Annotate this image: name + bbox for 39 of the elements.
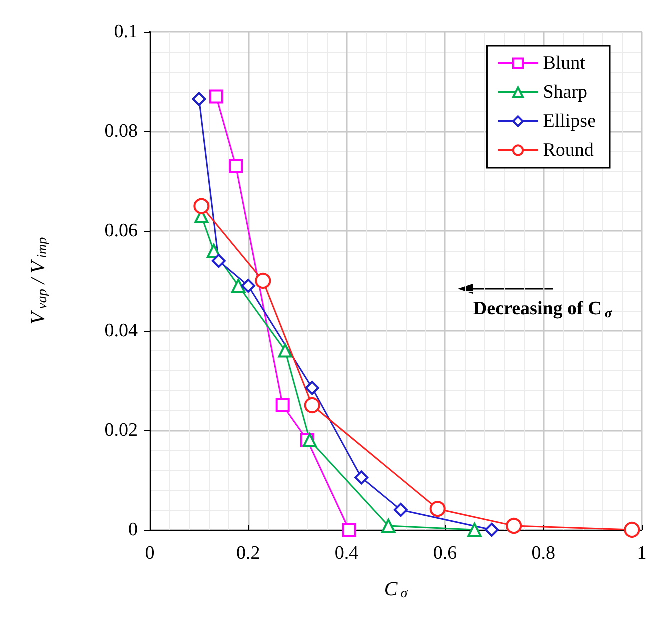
- y-tick-label: 0: [128, 520, 138, 540]
- point: [194, 198, 210, 214]
- point: [302, 433, 317, 448]
- y-tick-label: 0.06: [104, 220, 138, 242]
- y-axis-title: Vvap / Vimp: [28, 237, 50, 325]
- point: [305, 381, 320, 396]
- point: [276, 398, 290, 412]
- y-tick-label: 0.08: [104, 121, 138, 142]
- point: [192, 92, 206, 106]
- point: [304, 398, 320, 414]
- x-tick-label: 0.6: [433, 543, 458, 564]
- legend-label: Blunt: [543, 53, 586, 74]
- point: [212, 254, 226, 268]
- y-tick-label: 0.1: [114, 22, 138, 42]
- point: [342, 523, 356, 537]
- legend-label: Round: [543, 140, 594, 161]
- point: [255, 273, 272, 289]
- legend-label: Ellipse: [543, 111, 596, 132]
- x-tick-label: 0: [145, 543, 155, 564]
- point: [229, 159, 244, 174]
- point: [624, 522, 640, 538]
- y-tick-label: 0.04: [104, 320, 138, 342]
- point: [506, 518, 522, 534]
- legend-label: Sharp: [543, 82, 588, 103]
- point: [468, 523, 482, 537]
- x-tick-label: 0.4: [334, 543, 360, 564]
- x-tick-label: 0.8: [532, 543, 556, 564]
- x-tick-label: 1: [637, 543, 647, 564]
- y-tick-label: 0.02: [104, 420, 138, 441]
- point: [394, 503, 408, 518]
- point: [209, 90, 224, 104]
- point: [278, 344, 292, 358]
- point: [382, 519, 396, 534]
- point: [430, 501, 446, 518]
- point: [232, 278, 246, 293]
- point: [484, 523, 499, 537]
- point: [241, 278, 256, 293]
- point: [354, 470, 369, 485]
- x-tick-label: 0.2: [236, 543, 260, 564]
